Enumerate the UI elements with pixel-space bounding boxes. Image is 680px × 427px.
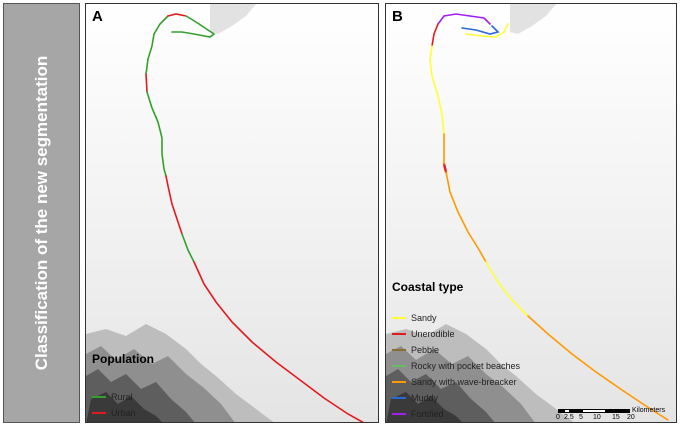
coast-sandy-north [429, 45, 445, 135]
legend-swatch [392, 412, 406, 415]
legend-swatch [392, 332, 406, 335]
sidebar-title: Classification of the new segmentation [31, 55, 51, 371]
scale-segment [582, 409, 606, 413]
legend-swatch [392, 316, 406, 319]
legend-label: Urban [111, 407, 136, 418]
legend-swatch [392, 364, 406, 367]
scale-tick: 10 [593, 414, 601, 421]
scale-segment [564, 409, 570, 413]
scale-tick: 0 [556, 414, 560, 421]
legend-label: Sandy [411, 312, 437, 323]
legend-b-item-wave-breacker: Sandy with wave-breacker [392, 375, 517, 388]
coast-fortified [437, 13, 491, 25]
coast-muddy [461, 25, 500, 35]
coast-rural-mid [146, 91, 167, 177]
coast-rural-harbour [171, 15, 216, 38]
panel-b-label: B [392, 8, 403, 25]
coast-sandy-south [485, 261, 529, 317]
legend-b-item-muddy: Muddy [392, 391, 438, 404]
legend-swatch [392, 380, 406, 383]
scale-tick: 15 [612, 414, 620, 421]
legend-b-title: Coastal type [392, 280, 464, 294]
coast-rural-north [145, 15, 169, 75]
sidebar-panel: Classification of the new segmentation [3, 3, 80, 423]
legend-b-item-sandy: Sandy [392, 311, 437, 324]
legend-b-item-fortified: Fortified [392, 407, 444, 420]
map-panel-a: A Population Rural Urban [85, 3, 379, 423]
coast-rural-south [181, 233, 195, 263]
legend-b-item-unerodible: Unerodible [392, 327, 455, 340]
legend-b-item-pebble: Pebble [392, 343, 439, 356]
coast-wave-breacker-south [527, 315, 669, 421]
legend-label: Muddy [411, 392, 439, 403]
scale-segment [558, 409, 564, 413]
mountain-relief [86, 324, 274, 422]
legend-label: Unerodible [411, 328, 455, 339]
panel-a-label: A [92, 8, 103, 25]
coast-wave-breacker [443, 133, 487, 263]
scale-tick: 2.5 [564, 414, 574, 421]
coast-urban-south [193, 261, 365, 422]
legend-label: Fortified [411, 408, 444, 419]
coast-urban-north [167, 13, 187, 17]
coast-unerodible-mid [442, 162, 448, 174]
scale-segment [606, 409, 630, 413]
legend-swatch [392, 396, 406, 399]
legend-swatch [92, 395, 106, 398]
legend-swatch [92, 411, 106, 414]
map-b-canvas [386, 4, 676, 422]
legend-a-item-urban: Urban [92, 406, 136, 419]
legend-a-item-rural: Rural [92, 390, 133, 403]
coast-unerodible-north [431, 23, 439, 47]
legend-label: Rocky with pocket beaches [411, 360, 521, 371]
coast-urban-mid [165, 175, 183, 235]
map-panel-b: B Coastal type Sandy Unerodible Pebble R… [385, 3, 677, 423]
legend-label: Sandy with wave-breacker [411, 376, 517, 387]
legend-label: Rural [111, 391, 133, 402]
coast-urban-west [145, 73, 148, 93]
legend-a-title: Population [92, 352, 154, 366]
mountain-relief [386, 324, 574, 422]
scale-segment [570, 409, 582, 413]
scale-unit: Kilometers [632, 407, 666, 414]
scale-bar: 0 2.5 5 10 15 20 Kilometers [556, 407, 672, 422]
coast-sandy-harbour [465, 23, 509, 38]
scale-tick: 5 [579, 414, 583, 421]
map-a-canvas [86, 4, 378, 422]
legend-label: Pebble [411, 344, 440, 355]
legend-b-item-rocky: Rocky with pocket beaches [392, 359, 520, 372]
legend-swatch [392, 348, 406, 351]
scale-tick: 20 [627, 414, 635, 421]
